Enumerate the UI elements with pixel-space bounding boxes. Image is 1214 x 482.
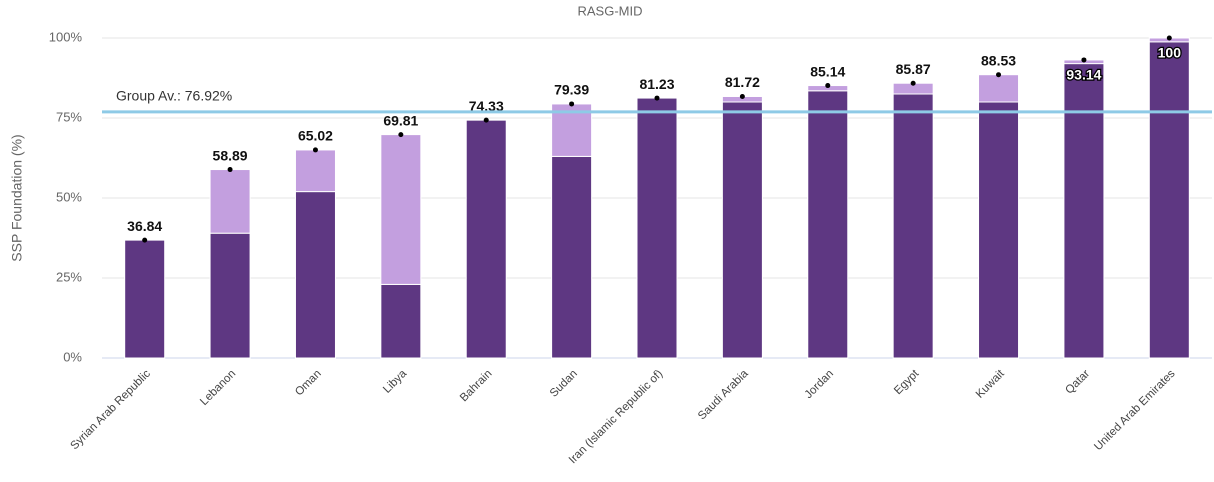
x-tick-label: Oman — [293, 368, 324, 399]
x-tick-label: Jordan — [803, 368, 836, 401]
bar-segment — [892, 93, 934, 359]
total-label: 85.14 — [810, 63, 845, 79]
bar-segment — [465, 119, 507, 359]
total-label: 36.84 — [127, 218, 162, 234]
total-dot — [312, 147, 318, 153]
total-dot — [1081, 57, 1087, 63]
bar-segment — [721, 101, 763, 359]
total-dot — [1166, 35, 1172, 41]
x-tick-label: Kuwait — [974, 367, 1007, 400]
y-tick-label: 75% — [56, 109, 82, 124]
total-dot — [996, 72, 1002, 78]
bar-segment — [380, 134, 422, 285]
total-label: 79.39 — [554, 82, 589, 98]
x-tick-label: Lebanon — [198, 368, 238, 408]
total-dot — [227, 167, 233, 173]
total-label: 88.53 — [981, 52, 1016, 68]
x-tick-label: Qatar — [1063, 368, 1092, 397]
total-label: 81.72 — [725, 74, 760, 90]
reference-label: Group Av.: 76.92% — [116, 88, 232, 104]
bar-segment — [551, 155, 593, 359]
total-label: 100 — [1158, 45, 1182, 61]
bar-segment — [807, 90, 849, 359]
x-tick-label: Syrian Arab Republic — [69, 368, 154, 453]
bar-segment — [124, 239, 166, 359]
total-dot — [483, 117, 489, 123]
total-dot — [654, 95, 660, 101]
total-dot — [142, 237, 148, 243]
bar-segment — [209, 169, 251, 234]
y-tick-label: 50% — [56, 189, 82, 204]
total-label: 58.89 — [213, 147, 248, 163]
total-label: 69.81 — [383, 112, 418, 128]
total-dot — [825, 83, 831, 89]
x-tick-label: Iran (Islamic Republic of) — [567, 368, 666, 467]
bar-segment — [636, 97, 678, 359]
bar-segment — [978, 74, 1020, 103]
bar-segment — [1148, 41, 1190, 359]
y-tick-label: 100% — [49, 29, 83, 44]
total-label: 93.14 — [1066, 67, 1101, 83]
x-tick-label: United Arab Emirates — [1092, 368, 1177, 453]
total-dot — [569, 101, 575, 107]
y-tick-label: 25% — [56, 269, 82, 284]
total-label: 65.02 — [298, 128, 333, 144]
y-tick-label: 0% — [63, 349, 82, 364]
bar-segment — [1063, 63, 1105, 359]
x-tick-label: Saudi Arabia — [696, 367, 751, 422]
x-tick-label: Sudan — [548, 368, 580, 400]
bar-segment — [294, 149, 336, 193]
x-tick-label: Egypt — [892, 367, 922, 397]
bar-segment — [294, 191, 336, 359]
total-dot — [398, 132, 404, 138]
total-label: 74.33 — [469, 98, 504, 114]
total-label: 85.87 — [896, 61, 931, 77]
bar-segment — [209, 232, 251, 359]
bar-segment — [380, 283, 422, 359]
bar-segment — [978, 101, 1020, 359]
x-tick-label: Libya — [381, 367, 409, 395]
total-label: 81.23 — [639, 76, 674, 92]
total-dot — [910, 80, 916, 86]
total-dot — [739, 93, 745, 99]
y-axis-label: SSP Foundation (%) — [9, 134, 25, 261]
chart-subtitle: RASG-MID — [578, 3, 643, 18]
x-tick-label: Bahrain — [458, 368, 495, 405]
